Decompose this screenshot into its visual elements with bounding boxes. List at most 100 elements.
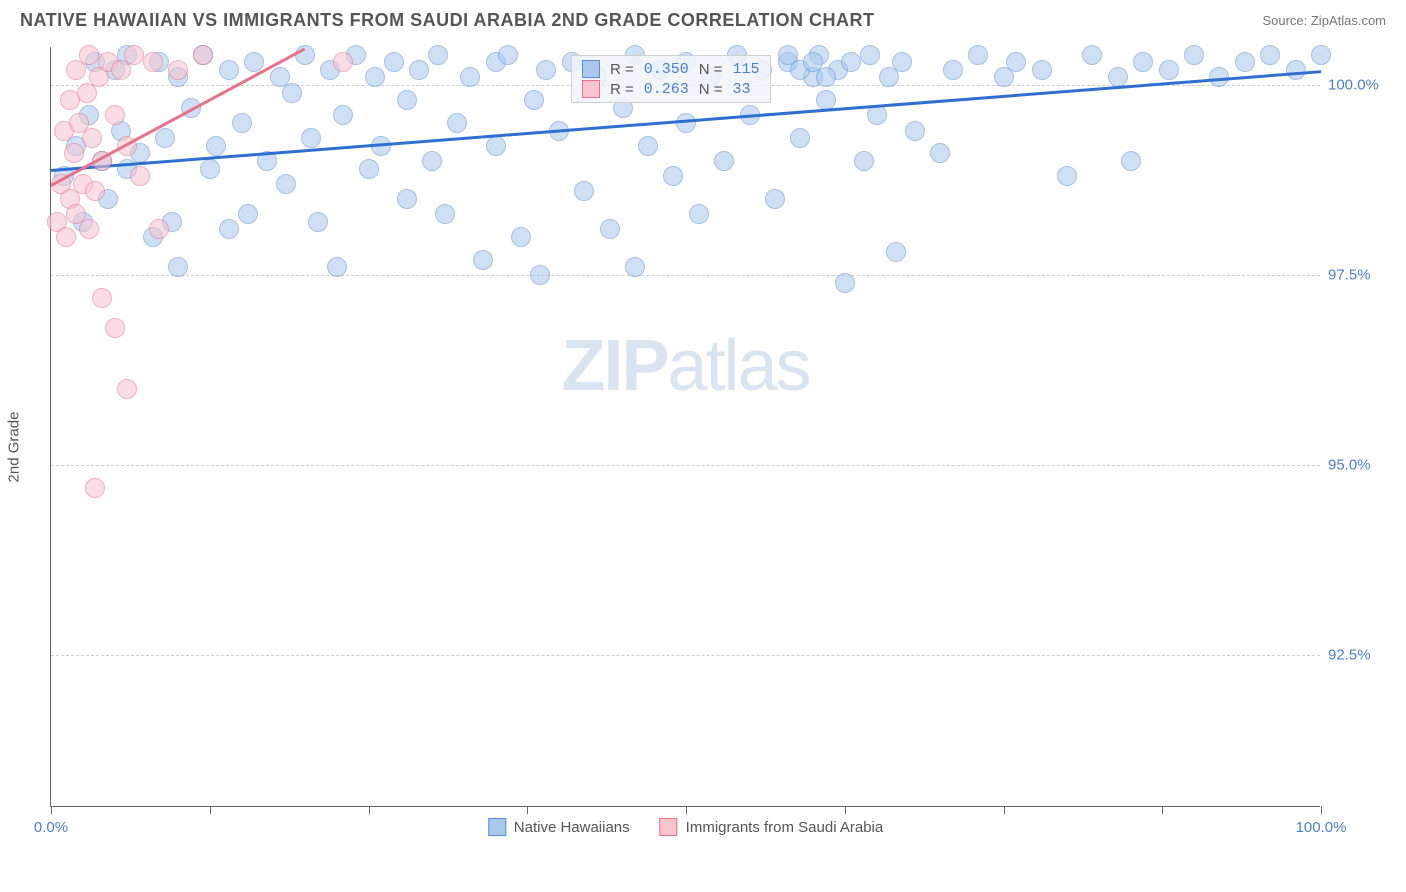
data-point <box>867 105 887 125</box>
plot-area: ZIPatlas 92.5%95.0%97.5%100.0%0.0%100.0%… <box>50 47 1320 807</box>
data-point <box>308 212 328 232</box>
legend-r-label: R = <box>610 81 634 98</box>
data-point <box>168 257 188 277</box>
data-point <box>943 60 963 80</box>
legend-r-value: 0.350 <box>644 61 689 78</box>
legend-n-label: N = <box>699 61 723 78</box>
grid-line <box>51 465 1320 466</box>
data-point <box>155 128 175 148</box>
data-point <box>85 181 105 201</box>
x-tick-label: 100.0% <box>1296 819 1347 836</box>
data-point <box>968 45 988 65</box>
data-point <box>676 113 696 133</box>
data-point <box>333 105 353 125</box>
data-point <box>663 166 683 186</box>
chart-source: Source: ZipAtlas.com <box>1262 13 1386 28</box>
data-point <box>79 219 99 239</box>
data-point <box>105 318 125 338</box>
data-point <box>365 67 385 87</box>
legend-row: R = 0.350 N = 115 <box>582 60 760 78</box>
x-tick <box>1004 806 1005 814</box>
bottom-legend: Native HawaiiansImmigrants from Saudi Ar… <box>488 818 883 836</box>
data-point <box>689 204 709 224</box>
legend-row: R = 0.263 N = 33 <box>582 80 760 98</box>
data-point <box>892 52 912 72</box>
correlation-legend: R = 0.350 N = 115 R = 0.263 N = 33 <box>571 55 771 103</box>
data-point <box>301 128 321 148</box>
data-point <box>333 52 353 72</box>
data-point <box>486 136 506 156</box>
chart-title: NATIVE HAWAIIAN VS IMMIGRANTS FROM SAUDI… <box>20 10 875 31</box>
data-point <box>1286 60 1306 80</box>
y-axis-label: 2nd Grade <box>6 412 23 483</box>
data-point <box>1311 45 1331 65</box>
legend-n-value: 33 <box>733 81 751 98</box>
data-point <box>511 227 531 247</box>
data-point <box>600 219 620 239</box>
legend-n-value: 115 <box>733 61 760 78</box>
data-point <box>1121 151 1141 171</box>
data-point <box>79 45 99 65</box>
data-point <box>473 250 493 270</box>
data-point <box>447 113 467 133</box>
data-point <box>524 90 544 110</box>
data-point <box>143 52 163 72</box>
data-point <box>536 60 556 80</box>
data-point <box>905 121 925 141</box>
x-tick <box>686 806 687 814</box>
data-point <box>327 257 347 277</box>
data-point <box>816 67 836 87</box>
x-tick <box>1321 806 1322 814</box>
data-point <box>384 52 404 72</box>
data-point <box>1057 166 1077 186</box>
y-tick-label: 100.0% <box>1328 77 1398 94</box>
data-point <box>206 136 226 156</box>
data-point <box>397 189 417 209</box>
data-point <box>219 60 239 80</box>
data-point <box>574 181 594 201</box>
data-point <box>397 90 417 110</box>
chart-header: NATIVE HAWAIIAN VS IMMIGRANTS FROM SAUDI… <box>0 0 1406 37</box>
x-tick <box>51 806 52 814</box>
x-tick <box>527 806 528 814</box>
data-point <box>765 189 785 209</box>
x-tick <box>210 806 211 814</box>
y-tick-label: 95.0% <box>1328 457 1398 474</box>
data-point <box>460 67 480 87</box>
legend-swatch <box>582 80 600 98</box>
data-point <box>85 478 105 498</box>
chart-container: 2nd Grade ZIPatlas 92.5%95.0%97.5%100.0%… <box>0 37 1406 857</box>
legend-r-label: R = <box>610 61 634 78</box>
data-point <box>714 151 734 171</box>
data-point <box>117 379 137 399</box>
legend-swatch <box>660 818 678 836</box>
legend-n-label: N = <box>699 81 723 98</box>
data-point <box>1159 60 1179 80</box>
data-point <box>498 45 518 65</box>
data-point <box>105 105 125 125</box>
data-point <box>193 45 213 65</box>
data-point <box>530 265 550 285</box>
data-point <box>1235 52 1255 72</box>
data-point <box>168 60 188 80</box>
data-point <box>1032 60 1052 80</box>
y-tick-label: 92.5% <box>1328 647 1398 664</box>
data-point <box>1184 45 1204 65</box>
legend-label: Immigrants from Saudi Arabia <box>686 819 884 836</box>
data-point <box>1133 52 1153 72</box>
data-point <box>92 288 112 308</box>
data-point <box>130 166 150 186</box>
data-point <box>232 113 252 133</box>
watermark-bold: ZIP <box>561 326 667 406</box>
data-point <box>56 227 76 247</box>
data-point <box>1006 52 1026 72</box>
data-point <box>435 204 455 224</box>
data-point <box>276 174 296 194</box>
x-tick-label: 0.0% <box>34 819 68 836</box>
data-point <box>930 143 950 163</box>
x-tick <box>1162 806 1163 814</box>
grid-line <box>51 655 1320 656</box>
grid-line <box>51 275 1320 276</box>
legend-swatch <box>582 60 600 78</box>
legend-r-value: 0.263 <box>644 81 689 98</box>
